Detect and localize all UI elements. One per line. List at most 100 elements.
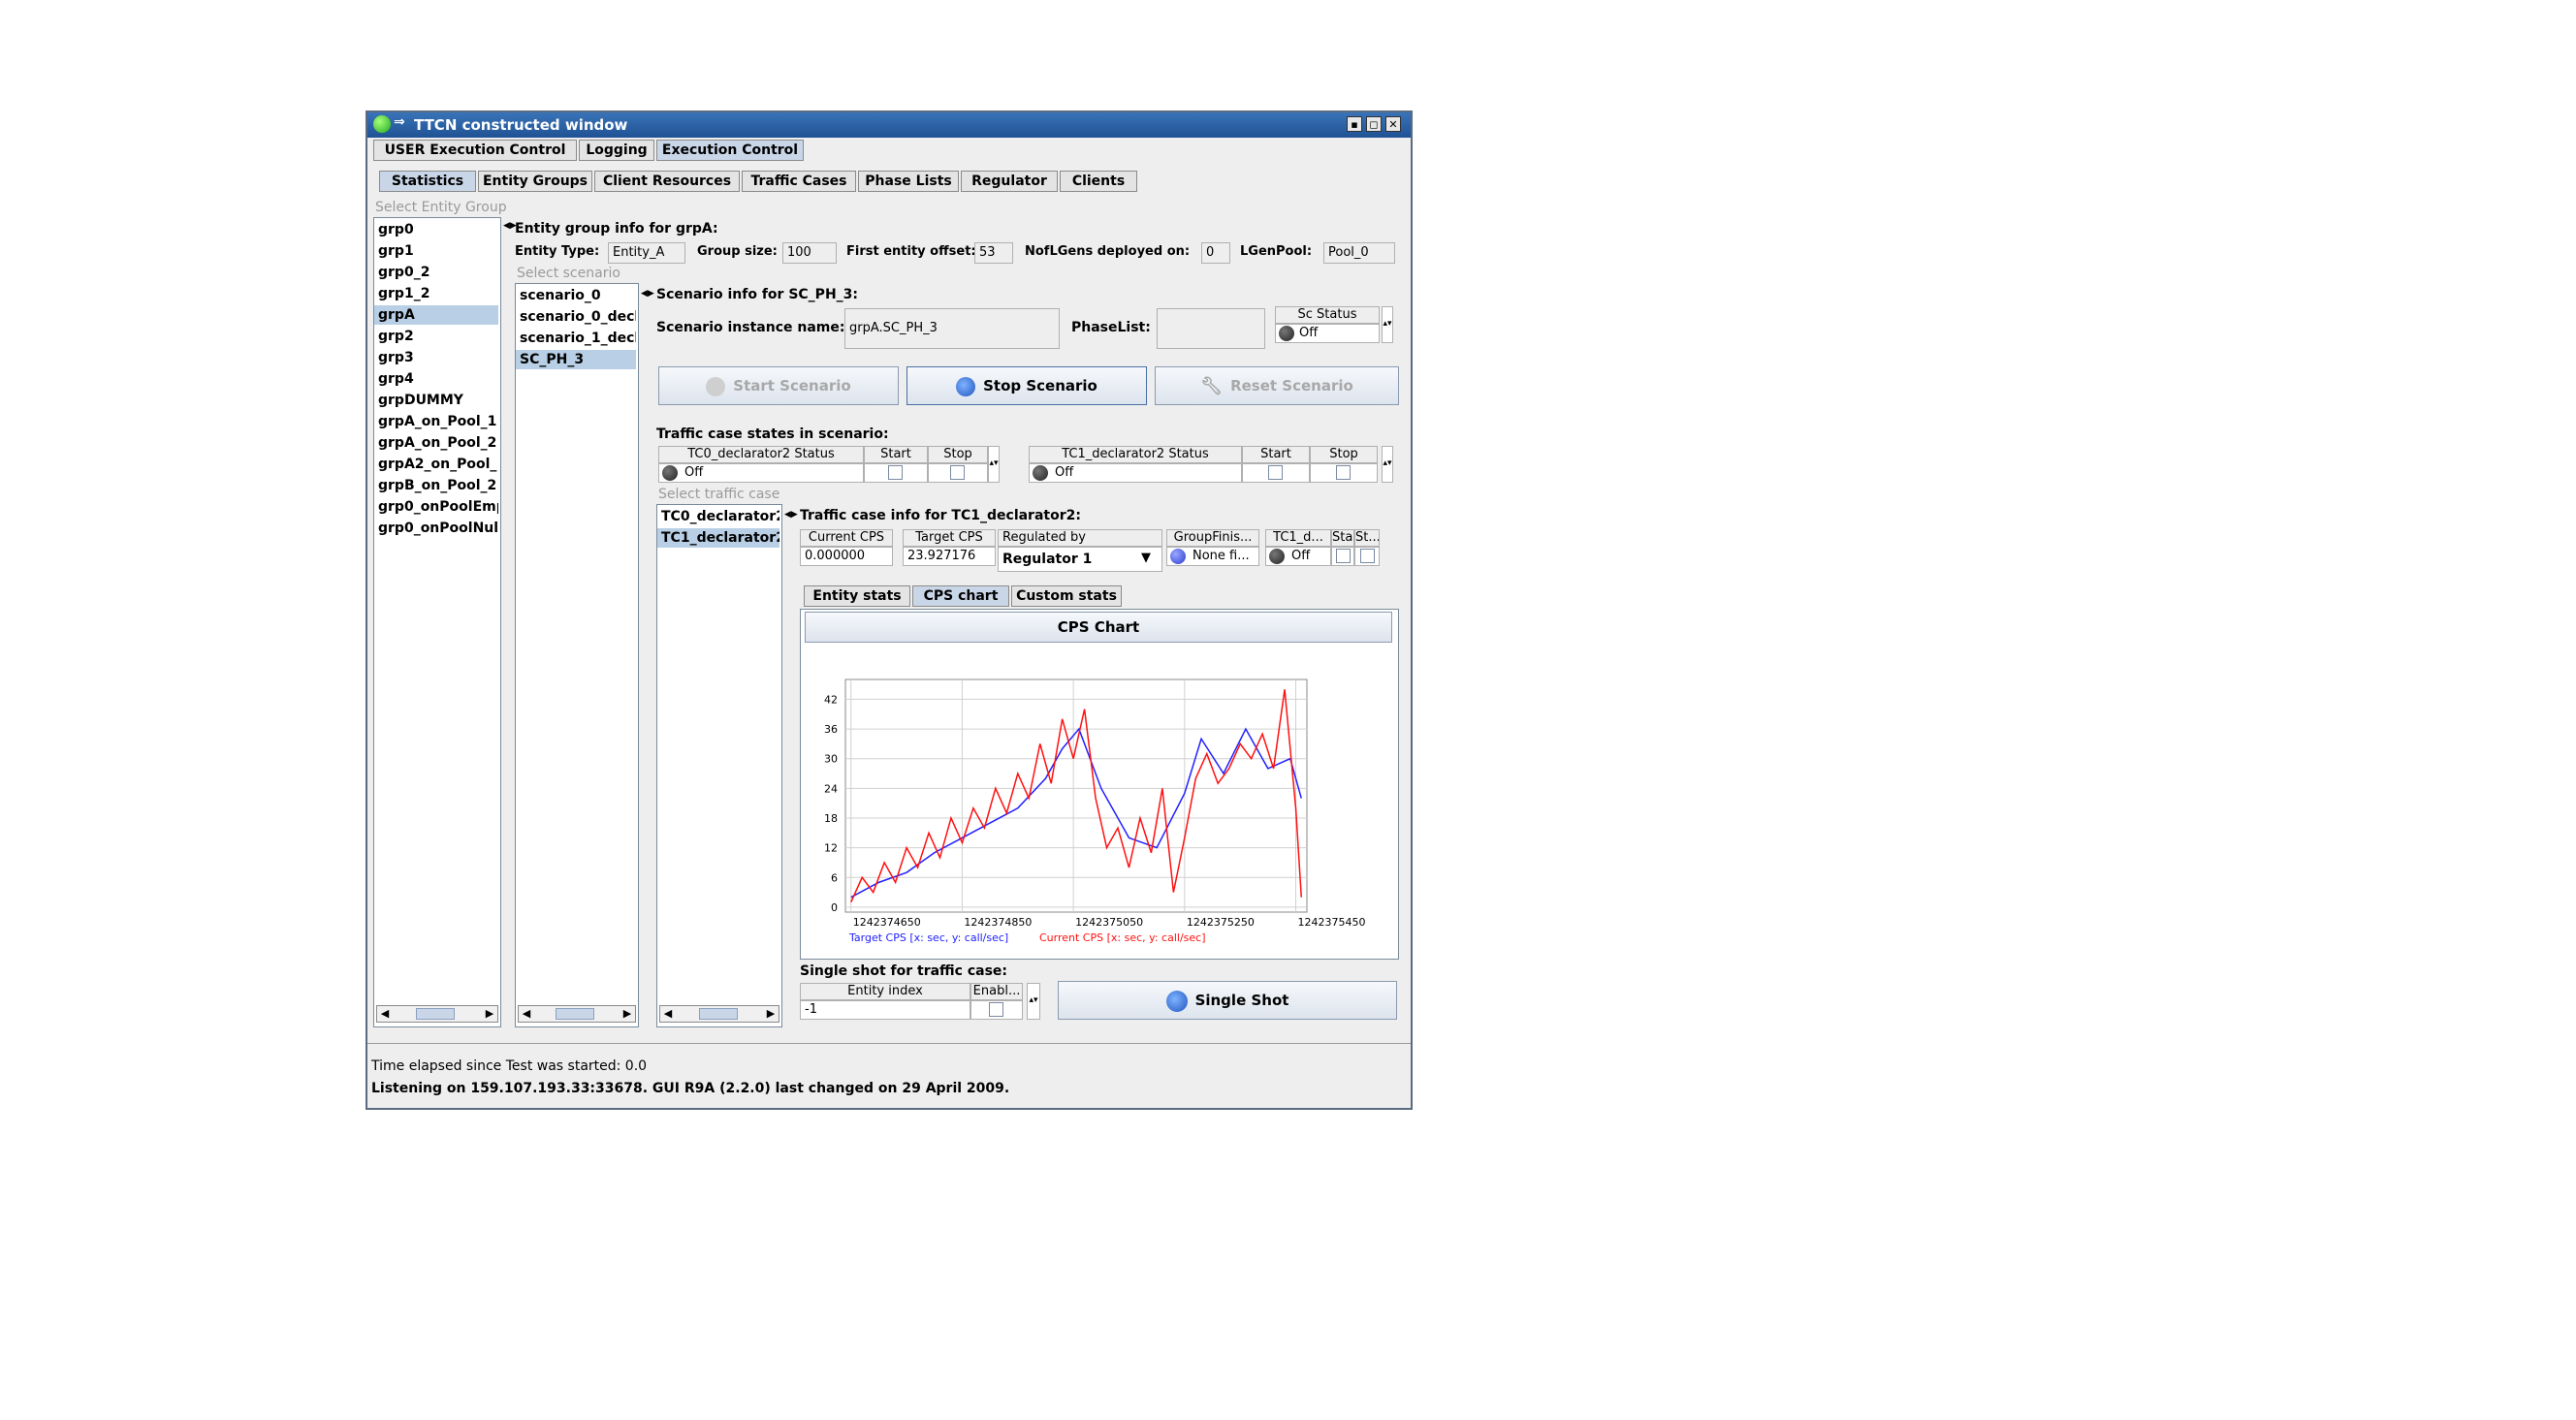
x-tick-label: 1242375450 [1298, 916, 1366, 929]
list-item[interactable]: grpA2_on_Pool_ [378, 457, 497, 472]
single-shot-button[interactable]: Single Shot [1058, 981, 1397, 1020]
tab-entity-groups[interactable]: Entity Groups [478, 171, 592, 192]
cps-chart-panel: CPS Chart 0 6 12 18 24 30 36 42 1242374650 124237… [800, 609, 1399, 960]
traffic-case-list[interactable]: TC0_declarator2 TC1_declarator2 ◀ ▶ [656, 504, 782, 1027]
entity-index-input[interactable]: -1 [800, 1000, 970, 1020]
scroll-thumb[interactable] [699, 1008, 738, 1020]
stop-scenario-button[interactable]: Stop Scenario [906, 366, 1147, 405]
app-status-icon [373, 115, 391, 133]
list-item[interactable]: grp0_onPoolEmp [378, 499, 498, 515]
status-led-icon [1269, 549, 1285, 564]
scroll-right-icon[interactable]: ▶ [622, 1007, 632, 1020]
stop-scenario-label: Stop Scenario [983, 377, 1097, 394]
scroll-left-icon[interactable]: ◀ [522, 1007, 531, 1020]
entity-info-title: Entity group info for grpA: [515, 221, 718, 237]
scroll-arrows-icon[interactable]: ▴▾ [1382, 446, 1393, 483]
enable-checkbox[interactable] [989, 1002, 1003, 1017]
reset-scenario-button[interactable]: 🔧︎ Reset Scenario [1155, 366, 1399, 405]
tc1-start-header: Start [1242, 446, 1310, 463]
tab-user-execution-control[interactable]: USER Execution Control [373, 140, 577, 161]
scroll-right-icon[interactable]: ▶ [766, 1007, 776, 1020]
close-button[interactable]: ✕ [1385, 116, 1401, 132]
scroll-arrows-icon[interactable]: ▴▾ [988, 446, 1000, 483]
minimize-button[interactable]: ▪ [1347, 116, 1362, 132]
list-item[interactable]: grp4 [378, 371, 414, 387]
scenario-list[interactable]: scenario_0 scenario_0_decl scenario_1_de… [515, 283, 639, 1027]
sc-status-header: Sc Status [1275, 306, 1380, 324]
x-tick-label: 1242375250 [1187, 916, 1255, 929]
tab-traffic-cases[interactable]: Traffic Cases [742, 171, 856, 192]
scroll-arrows-icon[interactable]: ▴▾ [1027, 983, 1040, 1020]
splitter-arrow-icon[interactable]: ◀▶ [641, 289, 654, 299]
tc0-stop-checkbox[interactable] [950, 465, 965, 480]
tab-regulator[interactable]: Regulator [961, 171, 1058, 192]
sc-status-value: Off [1275, 324, 1380, 343]
scroll-left-icon[interactable]: ◀ [663, 1007, 673, 1020]
current-cps-header: Current CPS [800, 529, 893, 547]
phaselist-value [1157, 308, 1265, 349]
scenario-instance-label: Scenario instance name: [656, 320, 845, 335]
tc1-stop-checkbox[interactable] [1336, 465, 1351, 480]
tab-entity-stats[interactable]: Entity stats [804, 585, 910, 607]
list-item[interactable]: grp2 [378, 329, 414, 344]
y-tick-label: 12 [824, 842, 838, 855]
regulator-select[interactable]: Regulator 1 [998, 547, 1162, 572]
scroll-arrows-icon[interactable]: ▴▾ [1382, 306, 1393, 343]
tab-client-resources[interactable]: Client Resources [594, 171, 740, 192]
tc1-status-header: TC1_declarator2 Status [1029, 446, 1242, 463]
cps-chart-title-button[interactable]: CPS Chart [805, 612, 1392, 643]
scroll-thumb[interactable] [416, 1008, 455, 1020]
tc1-stop-col-checkbox[interactable] [1360, 549, 1375, 563]
list-item-selected[interactable]: SC_PH_3 [516, 350, 636, 369]
traffic-case-scrollbar[interactable]: ◀ ▶ [659, 1005, 779, 1023]
lgens-label: NofLGens deployed on: [1025, 244, 1191, 259]
tab-custom-stats[interactable]: Custom stats [1011, 585, 1122, 607]
list-item[interactable]: grpDUMMY [378, 393, 463, 408]
entity-type-value: Entity_A [608, 242, 685, 264]
list-item[interactable]: grp1_2 [378, 286, 430, 301]
list-item[interactable]: grp0_2 [378, 265, 430, 280]
list-item[interactable]: scenario_1_decl [520, 331, 636, 346]
maximize-button[interactable]: ◻ [1366, 116, 1382, 132]
tc1-start-checkbox[interactable] [1268, 465, 1283, 480]
list-item[interactable]: grpA_on_Pool_1 [378, 414, 497, 429]
y-tick-label: 18 [824, 812, 838, 825]
tc1-start-col-cell [1331, 547, 1354, 566]
list-item[interactable]: grpA_on_Pool_2 [378, 435, 497, 451]
list-item[interactable]: grp1 [378, 243, 414, 259]
start-scenario-button[interactable]: Start Scenario [658, 366, 899, 405]
list-item-selected[interactable]: grpA [374, 305, 498, 325]
tab-cps-chart[interactable]: CPS chart [912, 585, 1009, 607]
y-tick-label: 42 [824, 693, 838, 706]
tc0-start-checkbox[interactable] [888, 465, 903, 480]
plot-area [844, 678, 1308, 913]
entity-group-scrollbar[interactable]: ◀ ▶ [376, 1005, 498, 1023]
list-item[interactable]: grpB_on_Pool_2 [378, 478, 497, 493]
chevron-down-icon[interactable]: ▼ [1141, 551, 1151, 565]
list-item[interactable]: scenario_0_decl [520, 309, 636, 325]
tab-statistics[interactable]: Statistics [379, 171, 476, 192]
scenario-scrollbar[interactable]: ◀ ▶ [518, 1005, 636, 1023]
list-item[interactable]: TC0_declarator2 [661, 509, 779, 524]
list-item[interactable]: scenario_0 [520, 288, 601, 303]
tab-phase-lists[interactable]: Phase Lists [858, 171, 959, 192]
list-item-selected[interactable]: TC1_declarator2 [657, 528, 779, 548]
tab-clients[interactable]: Clients [1060, 171, 1137, 192]
tc1-start-col-checkbox[interactable] [1336, 549, 1351, 563]
x-tick-label: 1242375050 [1075, 916, 1143, 929]
scroll-thumb[interactable] [556, 1008, 594, 1020]
list-item[interactable]: grp3 [378, 350, 414, 365]
scroll-left-icon[interactable]: ◀ [380, 1007, 390, 1020]
tab-logging[interactable]: Logging [579, 140, 654, 161]
tc1-stop-header: Stop [1310, 446, 1378, 463]
splitter-arrow-icon[interactable]: ◀▶ [784, 510, 798, 520]
entity-group-list[interactable]: grp0 grp1 grp0_2 grp1_2 grpA grp2 grp3 g… [373, 217, 501, 1027]
status-divider [367, 1043, 1411, 1044]
splitter-arrow-icon[interactable]: ◀▶ [503, 221, 517, 231]
legend-current-cps: Current CPS [x: sec, y: call/sec] [1039, 931, 1206, 944]
list-item[interactable]: grp0_onPoolNull [378, 521, 498, 536]
scroll-right-icon[interactable]: ▶ [485, 1007, 494, 1020]
title-bar[interactable]: ⇒ TTCN constructed window ▪ ◻ ✕ [367, 112, 1411, 138]
tab-execution-control[interactable]: Execution Control [656, 140, 804, 161]
list-item[interactable]: grp0 [378, 222, 414, 237]
